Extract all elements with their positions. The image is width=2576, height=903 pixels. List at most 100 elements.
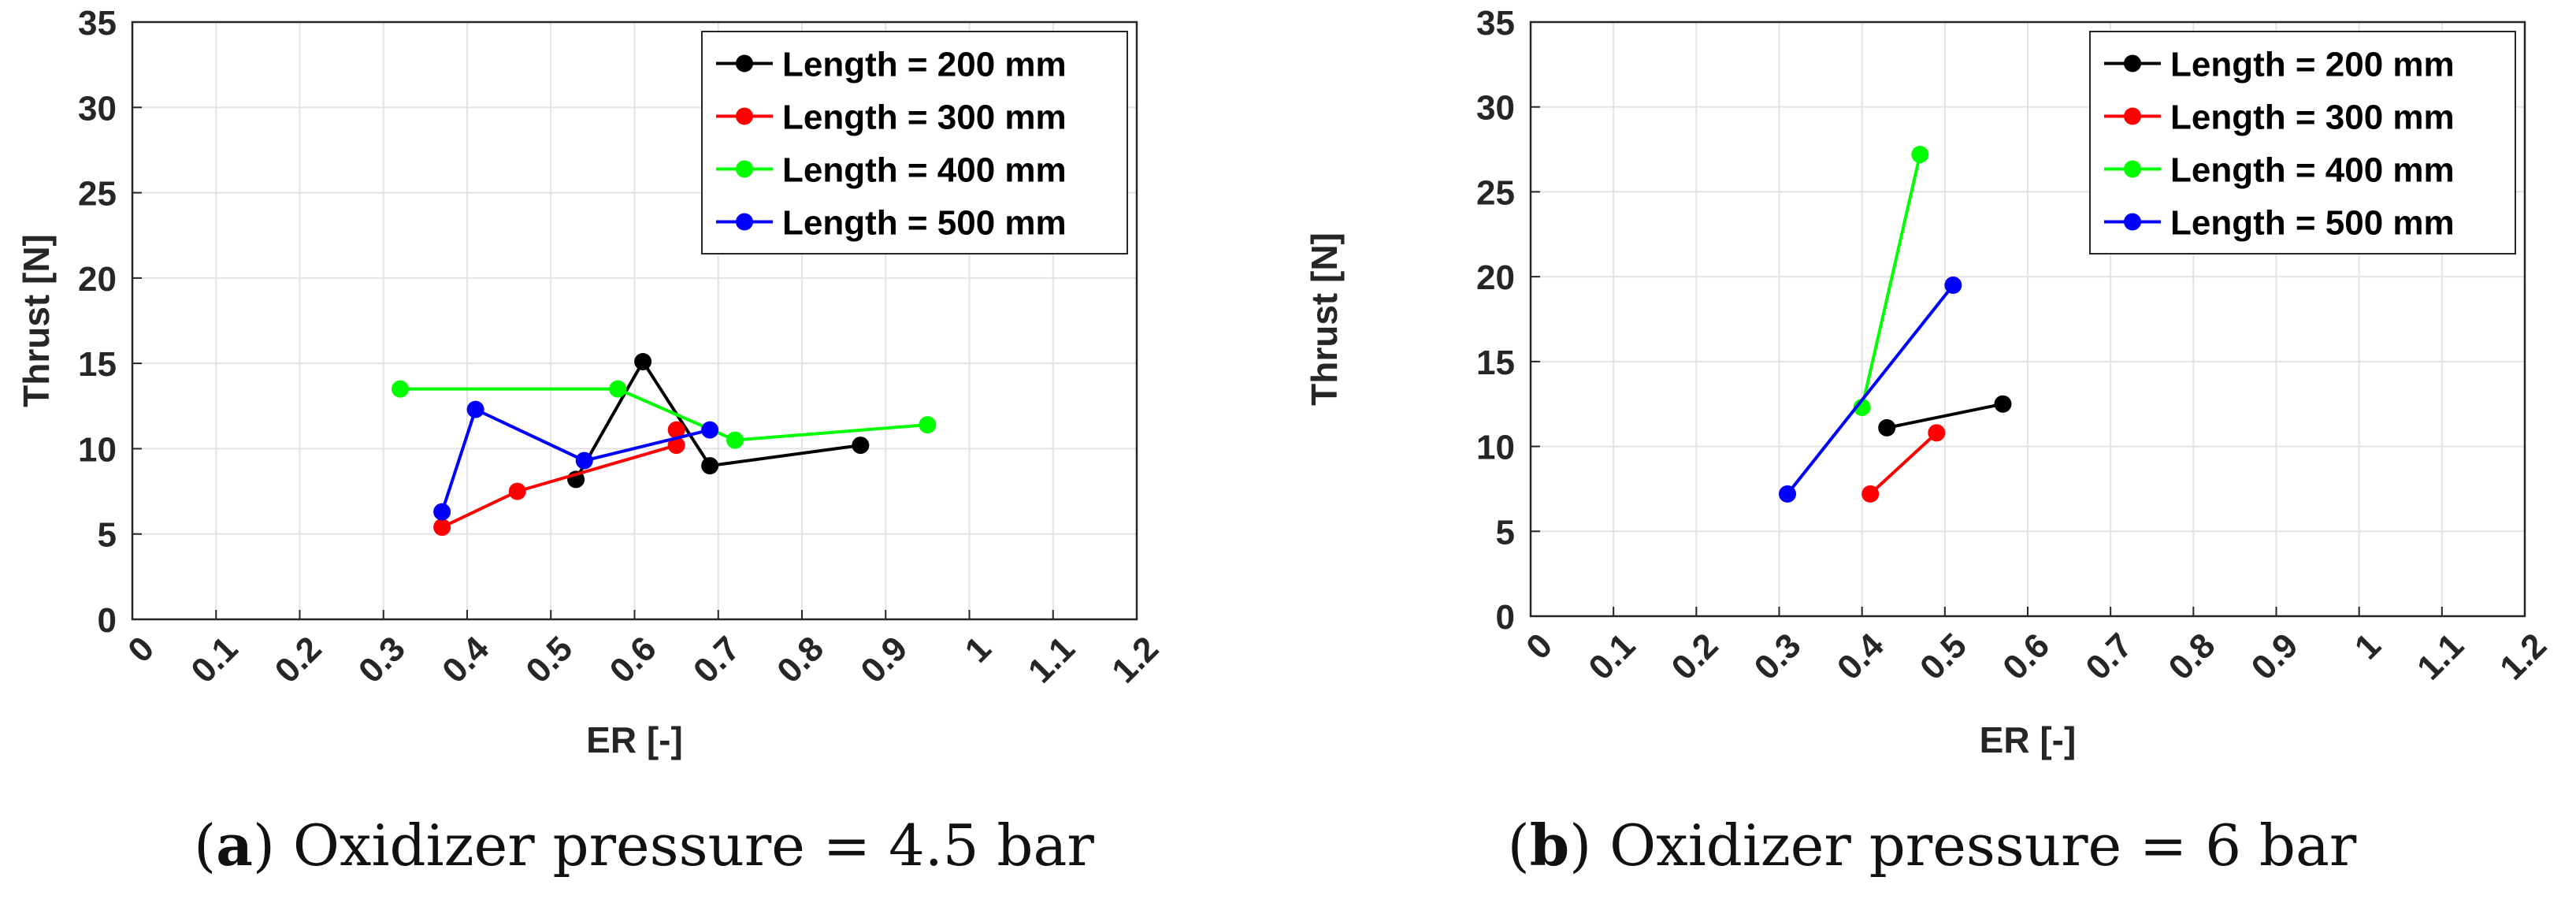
y-tick-label-b: 25 bbox=[1476, 173, 1515, 212]
data-point-a-2-0 bbox=[392, 380, 409, 398]
x-axis-label-b: ER [-] bbox=[1980, 719, 2077, 760]
y-tick-label-b: 0 bbox=[1496, 598, 1515, 637]
y-tick-label-a: 25 bbox=[78, 175, 117, 214]
x-tick-label-b: 0.6 bbox=[1995, 626, 2057, 687]
x-tick-label-a: 0.5 bbox=[518, 629, 580, 690]
x-axis-label-a: ER [-] bbox=[586, 719, 683, 760]
y-tick-label-b: 20 bbox=[1476, 258, 1515, 297]
legend-box-a bbox=[701, 31, 1128, 255]
x-tick-label-b: 0.5 bbox=[1913, 626, 1974, 687]
caption-a: (a) Oxidizer pressure = 4.5 bar bbox=[194, 812, 1094, 879]
data-point-b-3-1 bbox=[1944, 276, 1962, 294]
x-tick-label-b: 1 bbox=[2348, 626, 2389, 667]
data-point-a-2-3 bbox=[919, 416, 937, 434]
y-tick-label-a: 0 bbox=[98, 601, 117, 640]
x-tick-label-a: 0.3 bbox=[351, 629, 413, 690]
legend-label-b-1: Length = 300 mm bbox=[2170, 98, 2455, 137]
legend-label-a-1: Length = 300 mm bbox=[782, 98, 1067, 137]
data-point-a-1-0 bbox=[433, 518, 451, 537]
data-point-b-1-0 bbox=[1861, 485, 1880, 503]
y-tick-label-b: 35 bbox=[1476, 4, 1515, 43]
y-tick-label-a: 15 bbox=[78, 345, 117, 384]
legend-marker-a-3 bbox=[736, 213, 753, 231]
chart-panel-b: 0 0.1 0.2 0.3 0.4 0.5 0.6 0.7 0.8 0.9 1 1.1 1.2 0 5 10 1… bbox=[1288, 0, 2576, 903]
data-point-a-0-3 bbox=[852, 437, 870, 455]
legend-label-a-2: Length = 400 mm bbox=[782, 151, 1067, 190]
chart-a-svg: 0 0.1 0.2 0.3 0.4 0.5 0.6 0.7 0.8 0.9 1 1.1 1.2 0 5 10 1… bbox=[16, 4, 1166, 760]
data-point-a-1-1 bbox=[508, 482, 526, 500]
x-tick-label-b: 0.4 bbox=[1830, 626, 1891, 687]
x-tick-label-b: 1.2 bbox=[2492, 626, 2554, 687]
y-tick-label-b: 5 bbox=[1496, 513, 1515, 552]
x-tick-label-a: 0.6 bbox=[603, 629, 664, 690]
series-line-b-0 bbox=[1886, 402, 2003, 429]
data-point-a-3-0 bbox=[433, 503, 451, 521]
legend-label-a-0: Length = 200 mm bbox=[782, 46, 1067, 84]
legend-label-b-3: Length = 500 mm bbox=[2170, 204, 2455, 243]
legend-marker-a-2 bbox=[736, 160, 753, 178]
x-tick-label-b: 0.9 bbox=[2244, 626, 2306, 687]
legend-label-b-0: Length = 200 mm bbox=[2170, 46, 2455, 84]
x-tick-label-a: 0.2 bbox=[268, 629, 329, 690]
x-tick-label-a: 1 bbox=[958, 629, 999, 670]
x-tick-label-a: 0.1 bbox=[184, 629, 245, 690]
x-tick-label-a: 1.2 bbox=[1104, 629, 1166, 690]
x-tick-label-a: 0.7 bbox=[686, 629, 748, 690]
series-line-a-3 bbox=[440, 407, 711, 513]
x-tick-label-a: 1.1 bbox=[1021, 629, 1082, 690]
data-point-b-0-1 bbox=[1994, 395, 2012, 413]
x-tick-label-a: 0.9 bbox=[853, 629, 915, 690]
legend-marker-b-1 bbox=[2124, 107, 2141, 125]
caption-a-text: Oxidizer pressure = 4.5 bar bbox=[274, 812, 1094, 879]
x-tick-label-a: 0.4 bbox=[435, 629, 496, 690]
caption-b-text: Oxidizer pressure = 6 bar bbox=[1591, 812, 2357, 879]
x-tick-label-a: 0 bbox=[121, 629, 161, 670]
data-point-a-1-3 bbox=[667, 421, 685, 439]
x-tick-label-b: 1.1 bbox=[2410, 626, 2471, 687]
series-line-b-3 bbox=[1786, 284, 1954, 496]
chart-b-svg: 0 0.1 0.2 0.3 0.4 0.5 0.6 0.7 0.8 0.9 1 1.1 1.2 0 5 10 1… bbox=[1304, 4, 2554, 760]
legend-box-b bbox=[2089, 31, 2516, 255]
x-tick-label-b: 0 bbox=[1519, 626, 1560, 667]
data-point-b-0-0 bbox=[1878, 418, 1896, 437]
data-point-a-0-1 bbox=[634, 352, 652, 370]
caption-b: (b) Oxidizer pressure = 6 bar bbox=[1507, 812, 2357, 879]
y-tick-label-b: 10 bbox=[1476, 429, 1515, 467]
legend-marker-a-0 bbox=[736, 54, 753, 72]
x-tick-label-b: 0.3 bbox=[1747, 626, 1809, 687]
legend-marker-b-3 bbox=[2124, 213, 2141, 231]
data-point-a-3-3 bbox=[701, 421, 719, 439]
y-tick-label-a: 5 bbox=[98, 516, 117, 555]
y-tick-label-a: 10 bbox=[78, 430, 117, 469]
data-point-a-2-2 bbox=[726, 431, 744, 449]
data-point-a-2-1 bbox=[609, 380, 627, 398]
data-point-a-3-1 bbox=[466, 400, 484, 418]
y-tick-label-b: 15 bbox=[1476, 344, 1515, 382]
data-point-a-0-2 bbox=[701, 457, 719, 475]
legend-label-a-3: Length = 500 mm bbox=[782, 204, 1067, 243]
caption-a-label: a bbox=[216, 812, 253, 879]
data-point-b-1-1 bbox=[1928, 424, 1946, 442]
series-line-b-2 bbox=[1860, 154, 1922, 408]
y-axis-label-b: Thrust [N] bbox=[1304, 232, 1345, 406]
data-point-a-1-2 bbox=[667, 437, 685, 455]
legend-marker-b-2 bbox=[2124, 160, 2141, 178]
legend-marker-a-1 bbox=[736, 107, 753, 125]
legend-label-b-2: Length = 400 mm bbox=[2170, 151, 2455, 190]
data-point-b-3-0 bbox=[1779, 485, 1797, 503]
y-axis-label-a: Thrust [N] bbox=[16, 234, 57, 407]
y-tick-label-a: 20 bbox=[78, 260, 117, 299]
caption-b-label: b bbox=[1529, 812, 1570, 879]
y-tick-label-b: 30 bbox=[1476, 89, 1515, 128]
x-tick-label-b: 0.1 bbox=[1581, 626, 1642, 687]
x-tick-label-b: 0.8 bbox=[2162, 626, 2223, 687]
series-line-b-1 bbox=[1869, 431, 1938, 496]
chart-panel-a: 0 0.1 0.2 0.3 0.4 0.5 0.6 0.7 0.8 0.9 1 1.1 1.2 0 5 10 1… bbox=[16, 4, 1166, 879]
legend-marker-b-0 bbox=[2124, 54, 2141, 72]
x-tick-label-a: 0.8 bbox=[770, 629, 831, 690]
series-line-a-2 bbox=[400, 387, 928, 442]
y-tick-label-a: 35 bbox=[78, 4, 117, 43]
y-tick-label-a: 30 bbox=[78, 89, 117, 128]
data-point-a-3-2 bbox=[575, 452, 593, 470]
data-point-b-2-1 bbox=[1911, 146, 1929, 164]
